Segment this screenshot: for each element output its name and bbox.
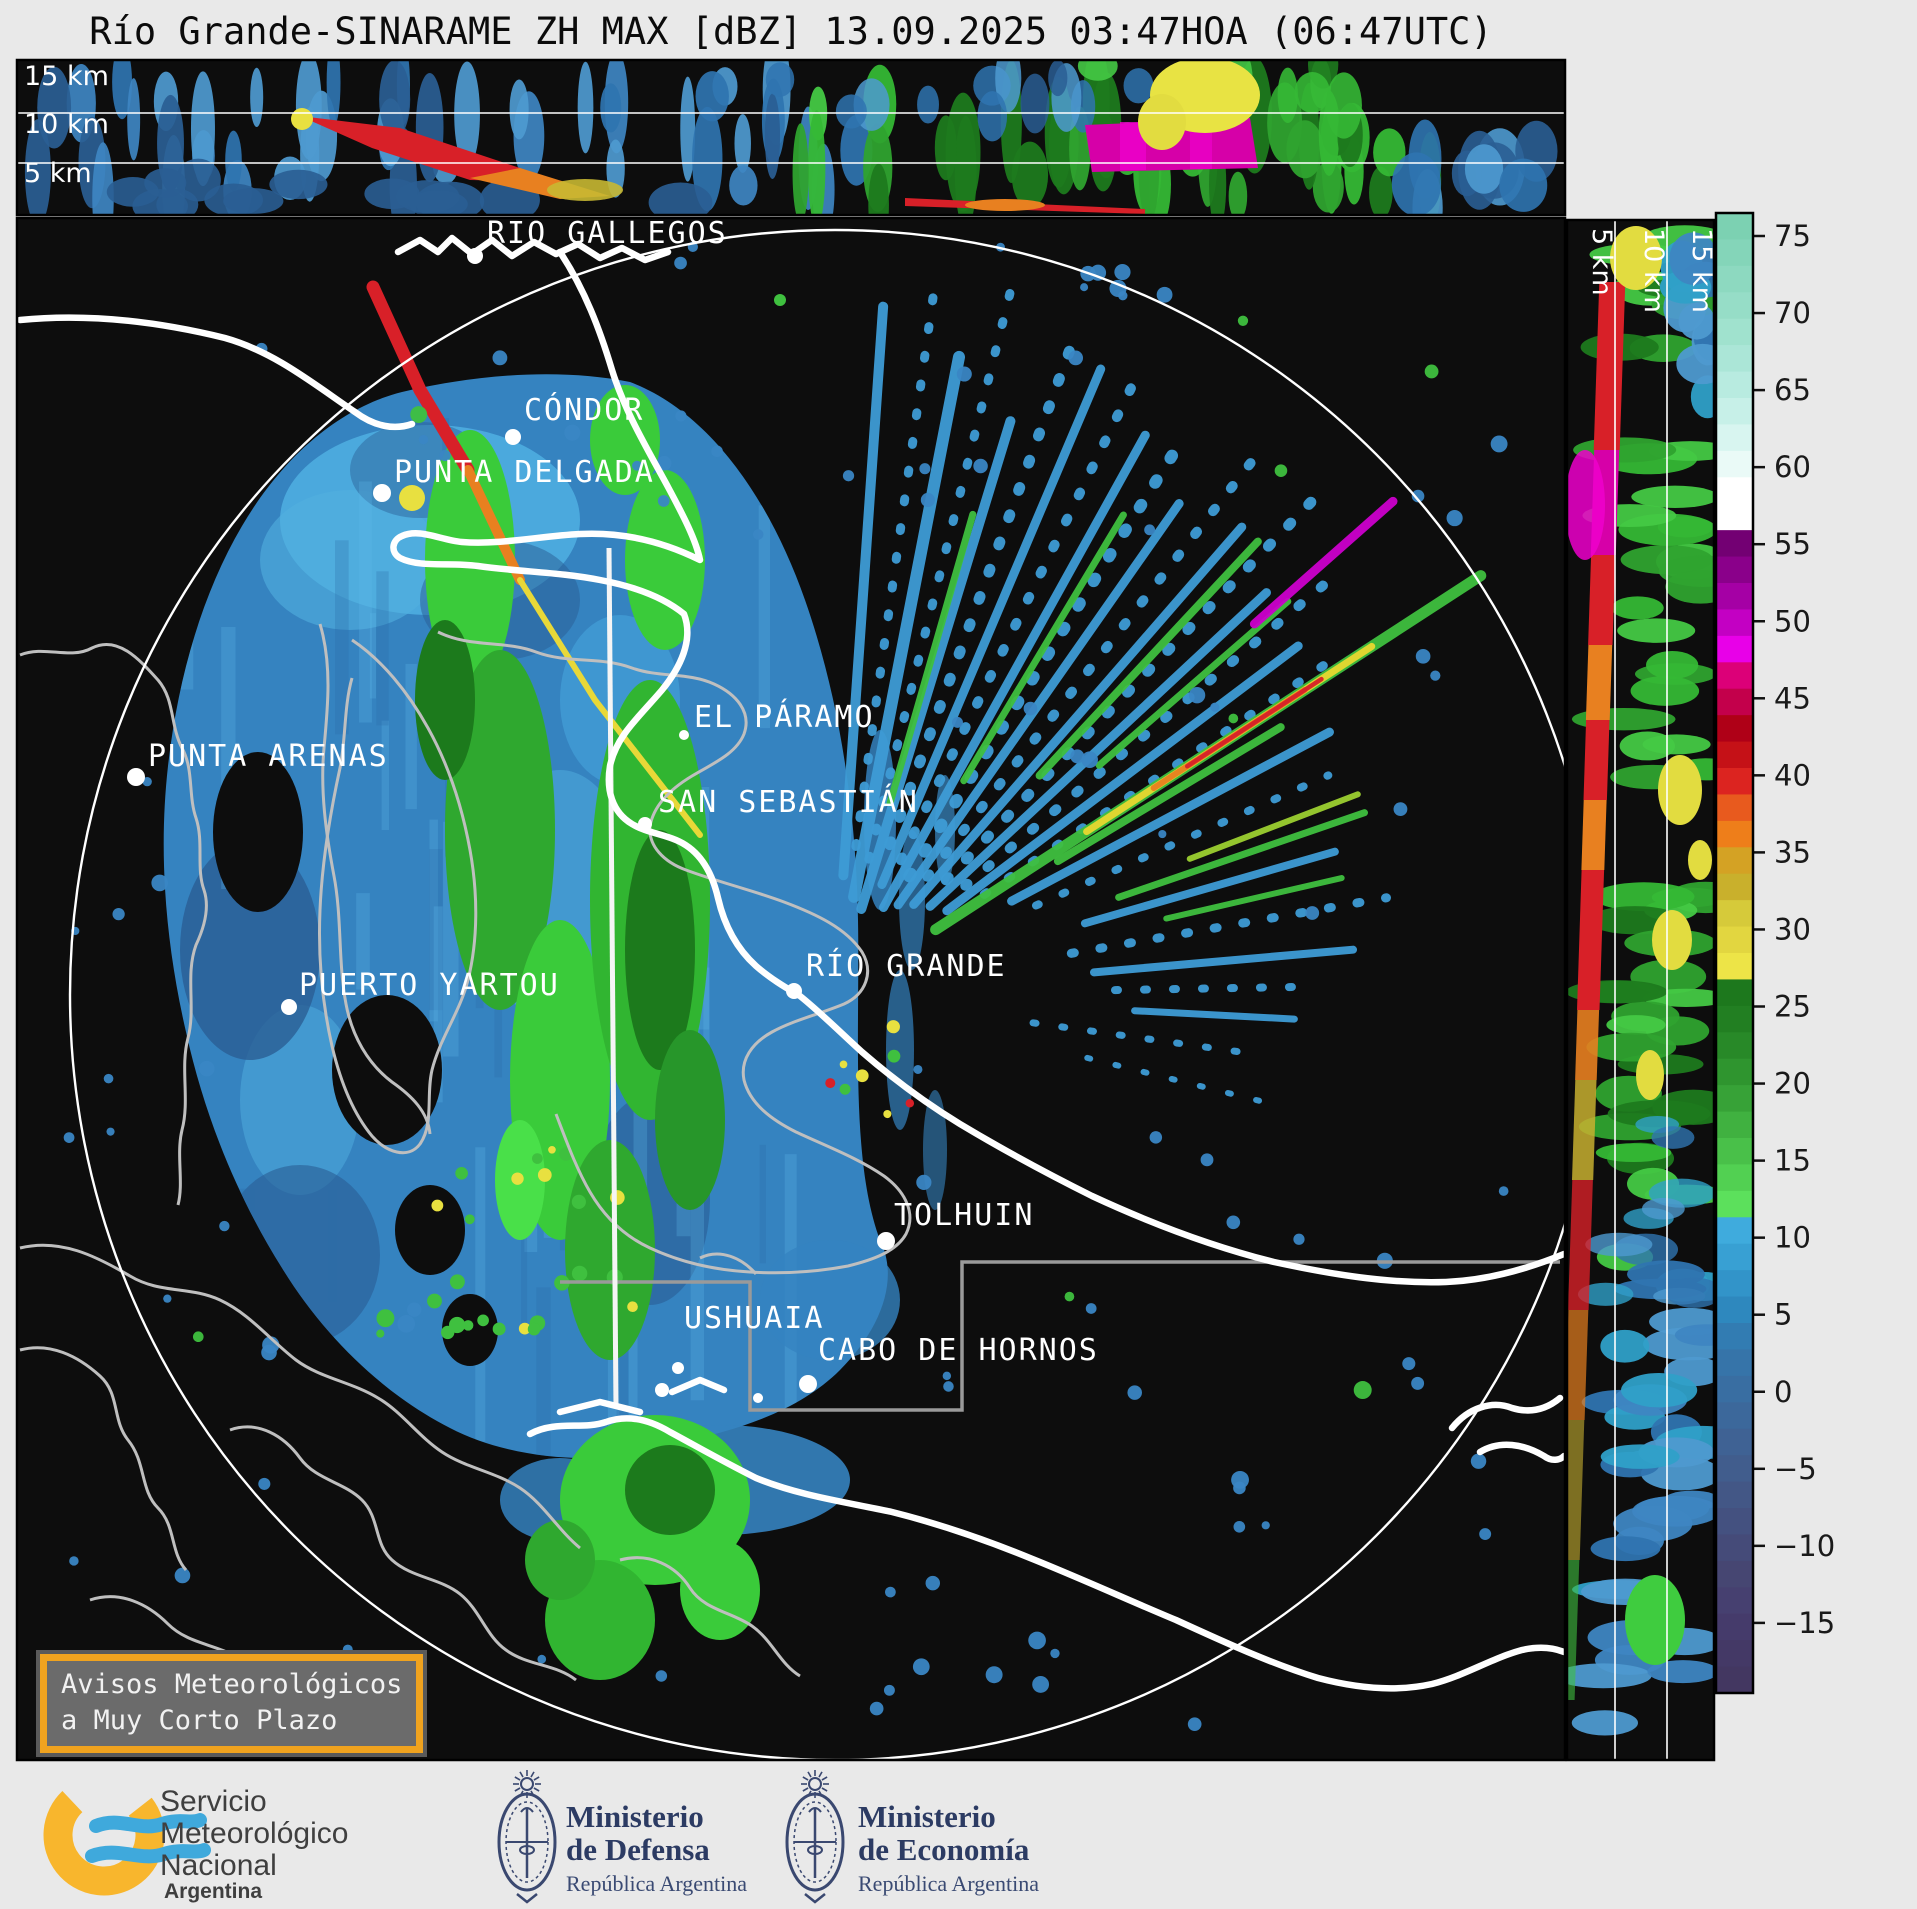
radar-spokes-ne <box>838 277 1487 1105</box>
colorbar-tick-label: 25 <box>1774 990 1811 1024</box>
city-label: RÍO GALLEGOS <box>487 215 728 251</box>
smn-logo <box>43 1774 211 1896</box>
colorbar-tick-label: 35 <box>1774 835 1811 869</box>
city-dot <box>505 429 521 445</box>
right-altitude-label-10km: 10 km <box>1638 228 1669 313</box>
colorbar-tick-label: 55 <box>1774 527 1811 561</box>
warnings-line2: a Muy Corto Plazo <box>61 1704 338 1736</box>
top-crosssection-features <box>291 61 1260 214</box>
city-dot <box>799 1375 817 1393</box>
coast-islet <box>672 1362 684 1374</box>
colorbar-tick-label: 20 <box>1774 1067 1811 1101</box>
colorbar-tick-label: 60 <box>1774 450 1811 484</box>
city-dot <box>638 817 652 831</box>
colorbar-tick-label: −15 <box>1774 1606 1835 1640</box>
city-dot <box>373 484 391 502</box>
colorbar-tick-label: 10 <box>1774 1221 1811 1255</box>
echo-free-holes <box>213 752 498 1366</box>
city-label: PUERTO YARTOU <box>299 968 560 1003</box>
top-altitude-label-5km: 5 km <box>24 158 92 189</box>
smn-country: Argentina <box>164 1880 263 1903</box>
city-dot <box>467 248 483 264</box>
dbz-colorbar <box>1716 213 1753 1694</box>
interference-streak-nw <box>366 280 703 838</box>
right-crosssection-features <box>1568 226 1712 1700</box>
colorbar-tick-label: 40 <box>1774 758 1811 792</box>
border-gray-lines <box>560 1260 1560 1412</box>
colorbar-tick-label: 5 <box>1774 1298 1792 1332</box>
city-dot <box>786 983 802 999</box>
colorbar-tick-label: 15 <box>1774 1144 1811 1178</box>
right-panel-frame <box>1565 218 1716 1762</box>
coastline-white <box>18 234 1564 1692</box>
colorbar-tick-label: 65 <box>1774 373 1811 407</box>
colorbar-tick-label: 45 <box>1774 681 1811 715</box>
city-label: TOLHUIN <box>894 1198 1034 1233</box>
smn-wordmark: Servicio Meteorológico Nacional <box>160 1785 349 1883</box>
smn-line3: Nacional <box>160 1849 277 1883</box>
colorbar-tick-label: 50 <box>1774 604 1811 638</box>
short-term-warnings-box[interactable]: Avisos Meteorológicos a Muy Corto Plazo <box>40 1654 424 1754</box>
coat-of-arms-economia <box>785 1770 845 1904</box>
city-markers: RÍO GALLEGOS CÓNDOR PUNTA DELGADA PUNTA ARE… <box>127 215 1099 1397</box>
top-panel-frame <box>15 58 1567 217</box>
city-label: RÍO GRANDE <box>806 948 1007 984</box>
colorbar-tick-label: −10 <box>1774 1529 1835 1563</box>
economia-line1: Ministerio <box>858 1799 996 1834</box>
defensa-line2: de Defensa <box>566 1832 710 1868</box>
border-white-line <box>606 547 619 1409</box>
city-dot <box>877 1232 895 1250</box>
smn-line2: Meteorológico <box>160 1817 349 1851</box>
colorbar-tick-label: 70 <box>1774 296 1811 330</box>
coast-islet <box>753 1393 763 1403</box>
city-dot <box>127 768 145 786</box>
main-panel-frame <box>15 216 1567 1762</box>
defensa-line1: Ministerio <box>566 1799 704 1834</box>
city-label: CABO DE HORNOS <box>818 1333 1099 1368</box>
radar-range-ring <box>69 229 1564 1759</box>
colorbar-frame <box>1714 211 1755 1695</box>
colorbar-tick-label: 0 <box>1774 1375 1792 1409</box>
city-dot <box>281 999 297 1015</box>
city-dot <box>655 1383 669 1397</box>
city-label: PUNTA DELGADA <box>394 455 655 490</box>
economia-line2: de Economía <box>858 1832 1030 1868</box>
page-title: Río Grande-SINARAME ZH MAX [dBZ] 13.09.2… <box>89 10 1493 53</box>
ministerio-defensa-wordmark: Ministerio de Defensa República Argentin… <box>566 1800 747 1897</box>
right-altitude-label-15km: 15 km <box>1686 228 1717 313</box>
city-dot <box>679 730 689 740</box>
coat-of-arms-defensa <box>497 1770 557 1904</box>
right-altitude-label-5km: 5 km <box>1586 228 1617 296</box>
top-altitude-label-10km: 10 km <box>24 109 109 140</box>
smn-line1: Servicio <box>160 1785 267 1818</box>
city-label: CÓNDOR <box>524 391 644 428</box>
warnings-line1: Avisos Meteorológicos <box>61 1669 403 1700</box>
ministerio-economia-wordmark: Ministerio de Economía República Argenti… <box>858 1800 1039 1897</box>
colorbar-tick-label: 75 <box>1774 219 1811 253</box>
economia-sub: República Argentina <box>858 1870 1040 1896</box>
city-label: PUNTA ARENAS <box>148 739 389 774</box>
city-label: USHUAIA <box>684 1301 824 1336</box>
colorbar-tick-label: −5 <box>1774 1452 1817 1486</box>
defensa-sub: República Argentina <box>566 1870 748 1896</box>
top-altitude-label-15km: 15 km <box>24 61 109 92</box>
colorbar-tick-label: 30 <box>1774 912 1811 946</box>
city-label: SAN SEBASTIÁN <box>658 784 919 820</box>
city-label: EL PÁRAMO <box>694 699 875 735</box>
